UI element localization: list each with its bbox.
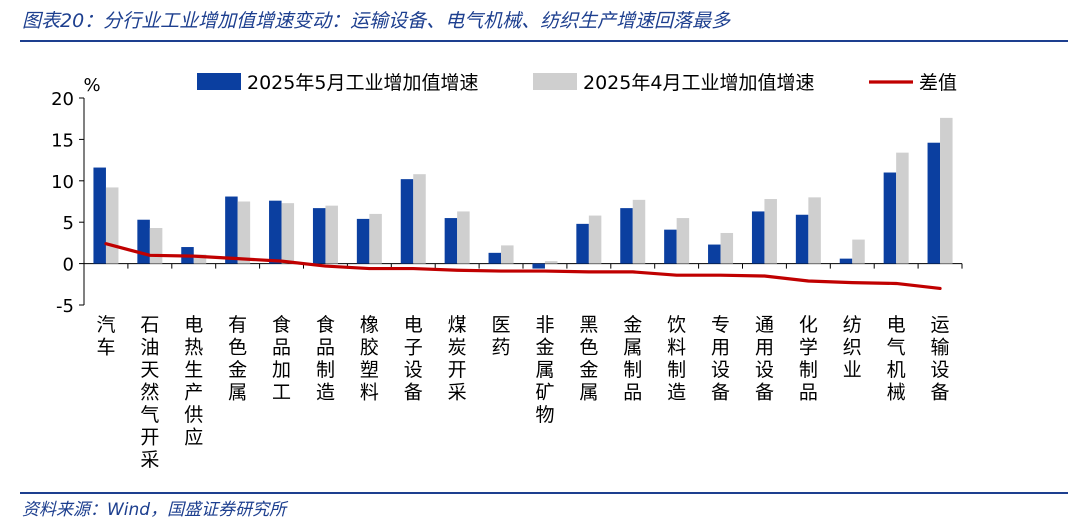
x-category-label: 化学制品 <box>799 314 818 404</box>
x-category-label: 非金属矿物 <box>535 314 554 426</box>
bar-may-2025 <box>401 179 414 263</box>
bar-may-2025 <box>225 197 238 264</box>
legend-may-2025-swatch <box>197 73 241 90</box>
bar-apr-2025 <box>589 216 602 264</box>
x-category-label: 专用设备 <box>711 314 730 404</box>
x-category-label: 食品加工 <box>272 314 291 404</box>
bar-may-2025 <box>313 208 326 263</box>
x-category-label: 橡胶塑料 <box>360 314 379 404</box>
x-category-label: 金属制品 <box>623 314 642 404</box>
x-tick-labels: 汽车 石油天然气开采 电热生产供应 有色金属 食品加工 食品制造 橡胶塑料 电子设备 煤炭开采 医… <box>96 314 949 471</box>
x-category-label: 有色金属 <box>228 314 247 404</box>
bar-may-2025 <box>532 264 545 269</box>
bar-apr-2025 <box>852 240 865 264</box>
bar-apr-2025 <box>545 261 558 263</box>
y-axis-unit: % <box>83 75 100 96</box>
bar-may-2025 <box>357 219 370 264</box>
y-tick-label: 5 <box>63 213 74 234</box>
bar-may-2025 <box>576 224 589 264</box>
bar-may-2025 <box>489 253 502 264</box>
bar-may-2025 <box>708 245 721 264</box>
bar-apr-2025 <box>501 245 514 263</box>
bar-may-2025 <box>445 218 458 264</box>
bar-may-2025 <box>840 259 853 264</box>
bar-may-2025 <box>269 201 282 264</box>
bar-apr-2025 <box>150 228 163 264</box>
bar-apr-2025 <box>940 118 953 264</box>
x-category-label: 黑色金属 <box>579 314 598 404</box>
bar-apr-2025 <box>808 197 821 263</box>
x-category-label: 电子设备 <box>404 314 423 404</box>
legend-apr-2025-swatch <box>533 73 577 90</box>
bar-may-2025 <box>664 230 677 264</box>
x-category-label: 运输设备 <box>931 314 950 404</box>
y-tick-label: -5 <box>56 296 74 317</box>
source-note: 资料来源：Wind，国盛证券研究所 <box>22 495 286 520</box>
y-tick-label: 20 <box>51 89 74 110</box>
x-category-label: 石油天然气开采 <box>140 314 159 471</box>
bar-may-2025 <box>620 208 633 263</box>
x-category-label: 饮料制造 <box>667 314 686 404</box>
bar-apr-2025 <box>457 211 470 263</box>
x-category-label: 汽车 <box>96 314 115 359</box>
bar-apr-2025 <box>764 199 777 264</box>
bar-may-2025 <box>752 211 765 263</box>
bar-apr-2025 <box>282 203 295 263</box>
bar-may-2025 <box>928 143 941 264</box>
source-divider <box>20 492 1068 494</box>
x-category-label: 通用设备 <box>755 314 774 404</box>
bar-apr-2025 <box>677 218 690 264</box>
bar-apr-2025 <box>633 200 646 264</box>
x-category-label: 煤炭开采 <box>448 314 467 404</box>
bar-apr-2025 <box>369 214 382 264</box>
x-category-label: 食品制造 <box>316 314 335 404</box>
y-tick-label: 10 <box>51 172 74 193</box>
legend-diff-label: 差值 <box>919 72 957 94</box>
legend-apr-2025-label: 2025年4月工业增加值增速 <box>583 72 814 94</box>
bar-may-2025 <box>93 168 106 264</box>
bar-apr-2025 <box>106 187 119 263</box>
legend-may-2025-label: 2025年5月工业增加值增速 <box>247 72 478 94</box>
y-tick-label: 0 <box>63 255 74 276</box>
bar-may-2025 <box>796 215 809 264</box>
x-category-label: 电热生产供应 <box>184 314 203 449</box>
bar-apr-2025 <box>325 206 338 264</box>
chart-legend: 2025年5月工业增加值增速 2025年4月工业增加值增速 差值 <box>197 72 957 94</box>
x-category-label: 电气机械 <box>887 314 906 404</box>
x-category-label: 医药 <box>492 314 511 359</box>
bar-apr-2025 <box>413 174 426 263</box>
y-tick-label: 15 <box>51 130 74 151</box>
bar-apr-2025 <box>238 202 251 264</box>
bar-apr-2025 <box>721 233 734 264</box>
bar-apr-2025 <box>896 153 909 264</box>
chart-bars <box>93 118 952 269</box>
bar-may-2025 <box>137 220 150 264</box>
x-category-label: 纺织业 <box>843 314 862 381</box>
bar-may-2025 <box>884 173 897 264</box>
